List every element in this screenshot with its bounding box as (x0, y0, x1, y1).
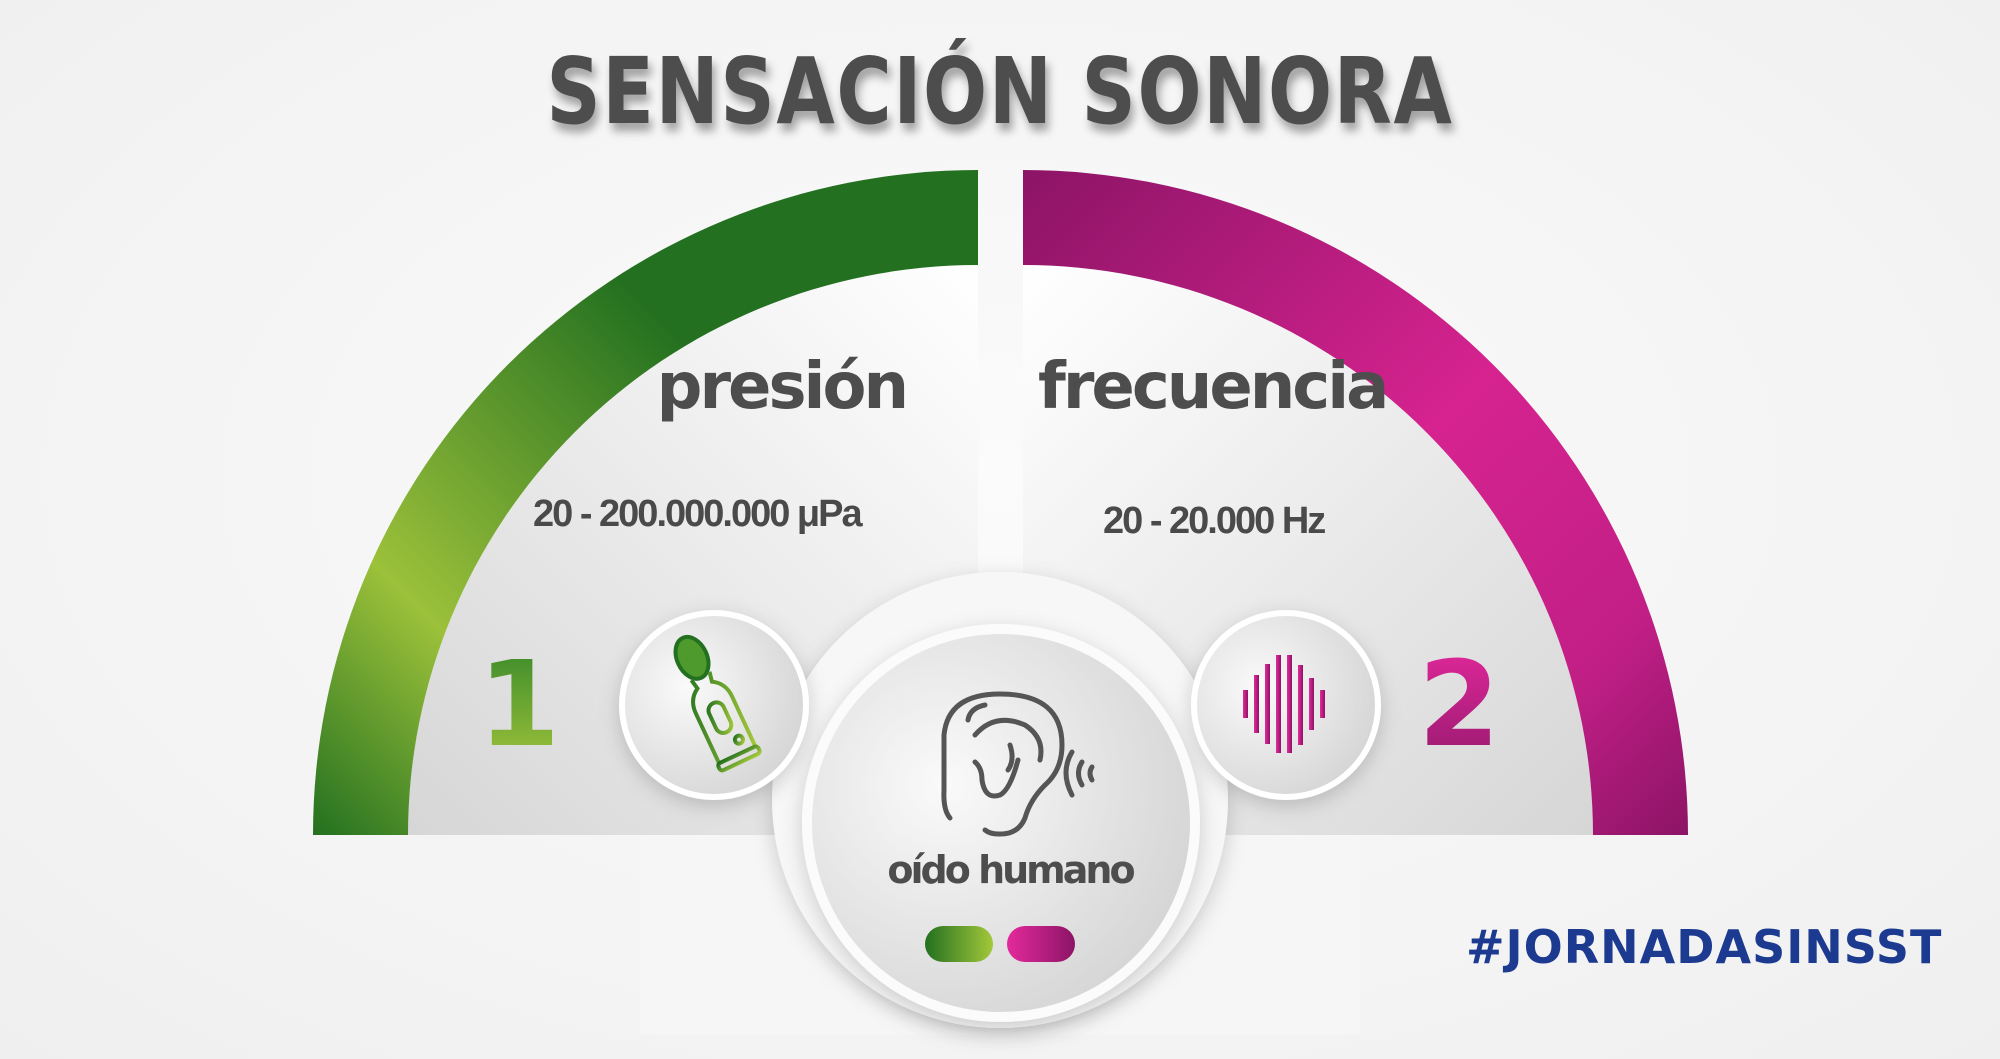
sound-wave-icon (1243, 655, 1325, 753)
pressure-range: 20 - 200.000.000 μPa (533, 493, 863, 535)
hashtag: #JORNADASINSST (1466, 920, 1943, 974)
pressure-label: presión (656, 350, 909, 424)
ear-icon (941, 691, 1095, 837)
number-1: 1 (478, 635, 561, 773)
sound-level-meter-icon (673, 634, 762, 773)
frequency-label: frecuencia (1038, 350, 1389, 424)
pink-pill (1007, 926, 1075, 962)
page-title: SENSACIÓN SONORA (546, 38, 1454, 145)
ear-label: oído humano (887, 848, 1135, 892)
frequency-icon-circle (1191, 610, 1381, 800)
number-2: 2 (1418, 635, 1501, 773)
green-pill (925, 926, 993, 962)
ear-circle (802, 624, 1200, 1022)
frequency-range: 20 - 20.000 Hz (1103, 500, 1326, 542)
